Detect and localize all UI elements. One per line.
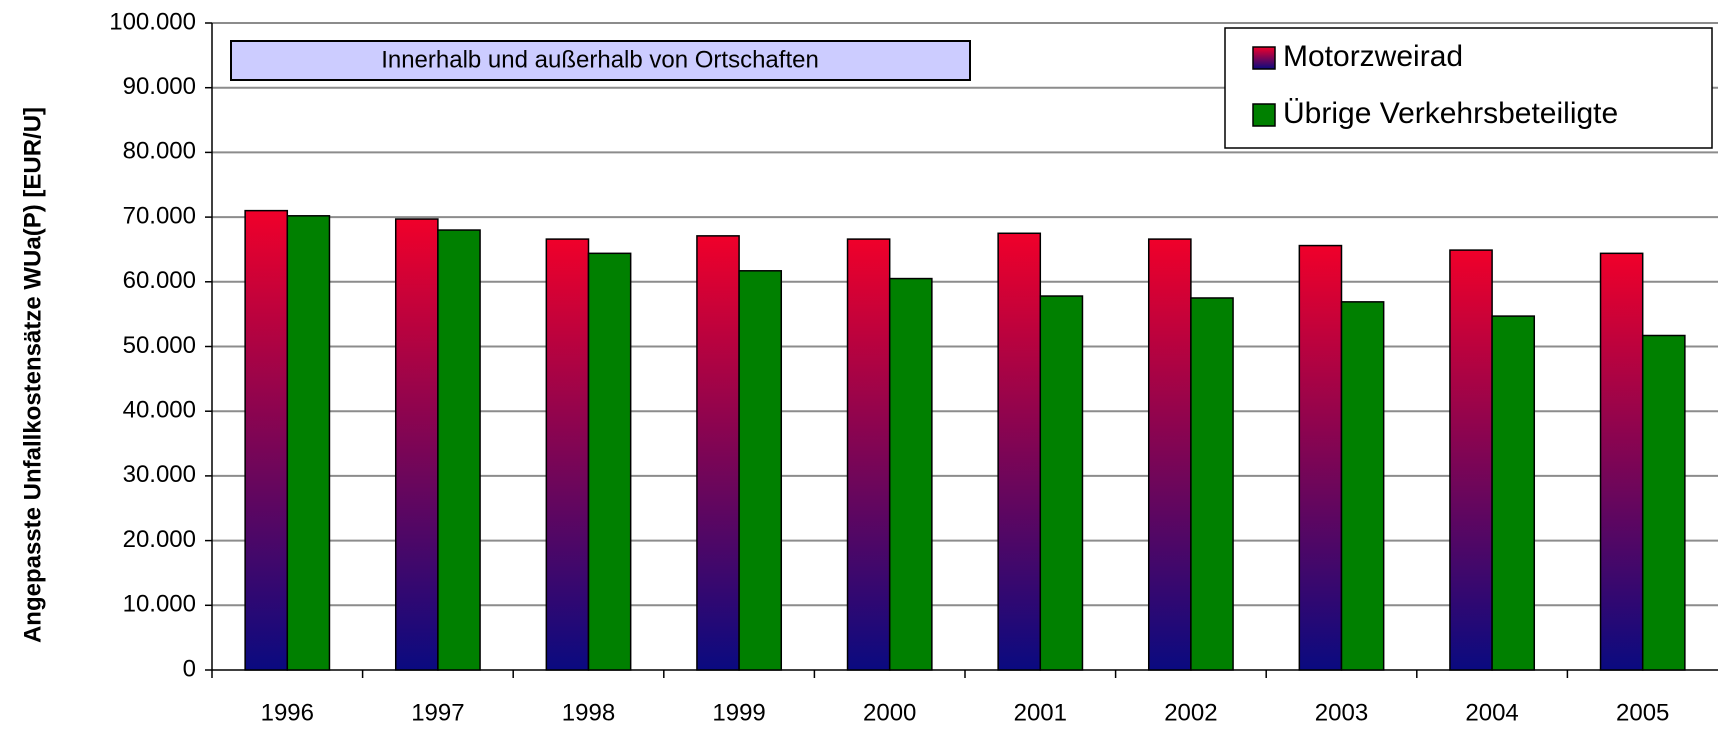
bar	[696, 235, 740, 671]
bar	[738, 270, 783, 671]
bar	[545, 238, 590, 671]
x-tick-label: 1997	[411, 699, 464, 726]
x-tick-label: 1998	[562, 699, 615, 726]
y-tick-label: 60.000	[123, 267, 196, 294]
bar	[1147, 238, 1192, 671]
bar	[1599, 252, 1644, 671]
x-tick-label: 1999	[712, 699, 765, 726]
y-tick-label: 100.000	[109, 8, 196, 35]
bar	[437, 229, 481, 671]
bar	[1190, 297, 1234, 671]
x-tick-label: 2002	[1164, 699, 1217, 726]
y-tick-label: 20.000	[123, 526, 196, 553]
bar	[1491, 315, 1536, 671]
annotation-box	[230, 40, 971, 81]
bar	[997, 232, 1042, 671]
bar	[244, 209, 289, 671]
y-tick-label: 90.000	[123, 73, 196, 100]
x-tick-label: 2003	[1315, 699, 1368, 726]
x-tick-label: 2001	[1014, 699, 1067, 726]
bar	[394, 218, 439, 671]
bar	[587, 252, 632, 671]
y-tick-label: 10.000	[123, 591, 196, 618]
annotation: Innerhalb und außerhalb von Ortschaften	[381, 46, 819, 73]
x-tick-label: 2004	[1465, 699, 1518, 726]
x-tick-label: 1996	[261, 699, 314, 726]
x-tick-label: 2000	[863, 699, 916, 726]
bar	[286, 215, 331, 671]
legend-label: Motorzweirad	[1283, 40, 1463, 73]
y-axis-label: Angepasste Unfallkostensätze WUa(P) [EUR…	[19, 107, 46, 643]
bar	[1449, 249, 1493, 671]
bar	[1340, 301, 1385, 671]
bar	[888, 277, 933, 671]
y-tick-label: 50.000	[123, 332, 196, 359]
legend-label: Übrige Verkehrsbeteiligte	[1283, 97, 1618, 130]
y-tick-label: 0	[183, 655, 196, 682]
y-tick-label: 40.000	[123, 397, 196, 424]
y-tick-label: 80.000	[123, 138, 196, 165]
bar	[1039, 295, 1084, 671]
y-tick-label: 70.000	[123, 202, 196, 229]
y-tick-label: 30.000	[123, 461, 196, 488]
x-tick-label: 2005	[1616, 699, 1669, 726]
legend-swatch	[1252, 46, 1276, 70]
legend-box	[1224, 27, 1713, 149]
bar	[846, 238, 891, 671]
bar	[1641, 334, 1686, 671]
legend-swatch	[1252, 103, 1276, 127]
bar	[1298, 244, 1343, 671]
